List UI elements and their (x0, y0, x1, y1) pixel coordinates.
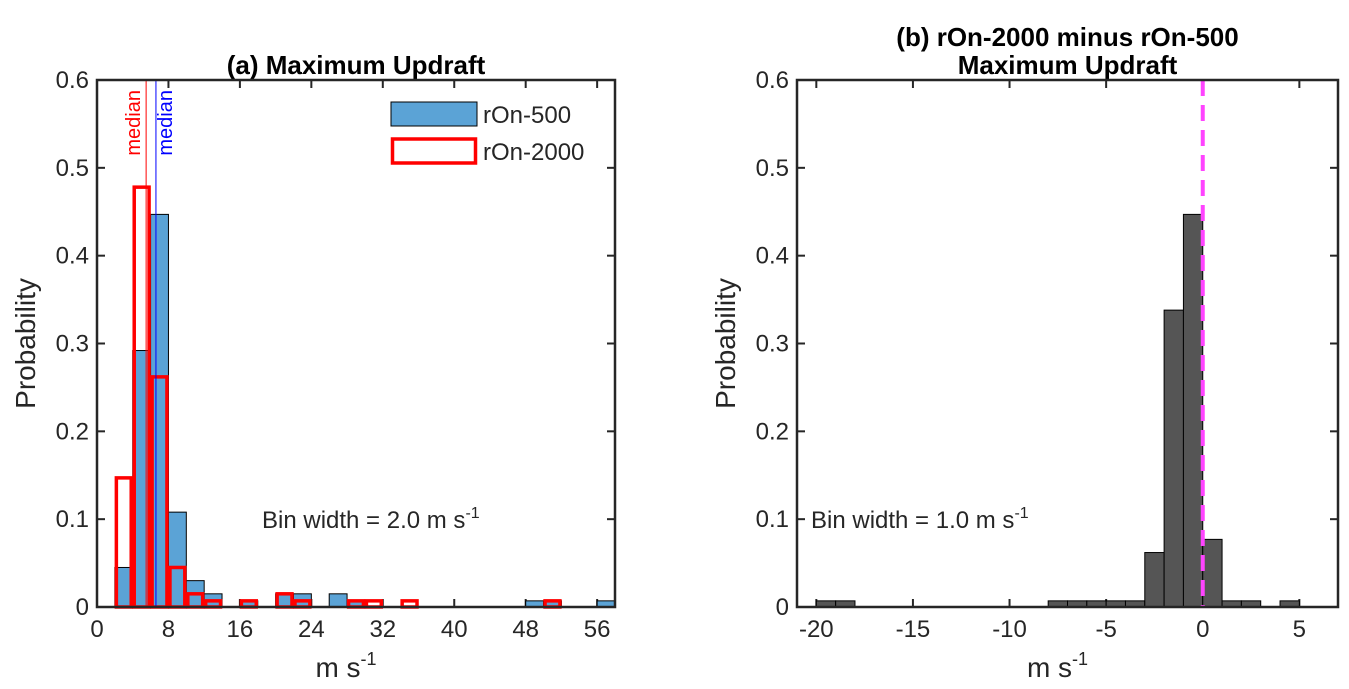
y-tick-label: 0.2 (756, 418, 789, 445)
x-axis-label: m s-1 (315, 649, 376, 683)
x-tick-label: 0 (90, 616, 103, 643)
annotation: Bin width = 2.0 m s-1 (262, 505, 480, 534)
x-tick-label: 8 (162, 616, 175, 643)
axes-frame (95, 78, 617, 609)
y-axis-label: Probability (710, 278, 741, 409)
legend-label: rOn-500 (483, 102, 571, 129)
annotation-text: Bin width = 1.0 m s (811, 507, 1014, 534)
x-tick-label: 32 (369, 616, 396, 643)
panel: (a) Maximum Updraft 0 0.1 0.2 0.3 0.4 0.5 0.6 0 8… (10, 50, 617, 683)
x-axis-label-text: m s (1027, 652, 1072, 683)
x-tick-label: 40 (441, 616, 468, 643)
annotation-sup: -1 (1014, 505, 1028, 522)
y-tick-label: 0.4 (56, 243, 89, 270)
annotation-text: Bin width = 2.0 m s (262, 507, 465, 534)
x-axis-label-sup: -1 (361, 649, 377, 669)
x-tick-label: -20 (799, 616, 834, 643)
x-tick-label: -10 (992, 616, 1027, 643)
x-axis-label-text: m s (315, 652, 360, 683)
y-tick-label: 0.3 (56, 331, 89, 358)
bar (1163, 309, 1184, 608)
legend-swatch (390, 137, 478, 165)
legend-swatch (390, 101, 478, 127)
x-tick-label: 24 (298, 616, 325, 643)
median-label: median (123, 90, 145, 156)
y-tick-label: 0.6 (756, 67, 789, 94)
chart-title: (a) Maximum Updraft (227, 50, 486, 80)
y-axis-label: Probability (10, 278, 41, 409)
y-tick-label: 0.4 (756, 243, 789, 270)
annotation: Bin width = 1.0 m s-1 (811, 505, 1029, 534)
bar (1202, 538, 1223, 608)
bar (1182, 213, 1204, 608)
y-tick-label: 0.1 (756, 506, 789, 533)
legend-label: rOn-2000 (483, 139, 584, 166)
chart-title: Maximum Updraft (958, 50, 1178, 80)
y-tick-label: 0.5 (756, 155, 789, 182)
x-tick-label: -15 (896, 616, 931, 643)
bar (328, 593, 348, 608)
y-tick-label: 0.6 (56, 67, 89, 94)
x-tick-label: 5 (1293, 616, 1306, 643)
y-tick-label: 0 (776, 594, 789, 621)
y-tick-label: 0.3 (756, 331, 789, 358)
bar (1144, 552, 1165, 608)
axes-frame (795, 78, 1340, 609)
x-axis-label: m s-1 (1027, 649, 1088, 683)
chart-title: (b) rOn-2000 minus rOn-500 (896, 22, 1238, 52)
y-tick-label: 0.5 (56, 155, 89, 182)
x-tick-label: 16 (227, 616, 254, 643)
y-tick-label: 0.1 (56, 506, 89, 533)
median-label: median (155, 90, 177, 156)
x-tick-label: 56 (584, 616, 611, 643)
x-tick-label: 48 (512, 616, 539, 643)
y-tick-label: 0 (76, 594, 89, 621)
x-axis-label-sup: -1 (1072, 649, 1088, 669)
annotation-sup: -1 (465, 505, 479, 522)
x-tick-label: -5 (1095, 616, 1116, 643)
x-tick-label: 0 (1196, 616, 1209, 643)
y-tick-label: 0.2 (56, 418, 89, 445)
